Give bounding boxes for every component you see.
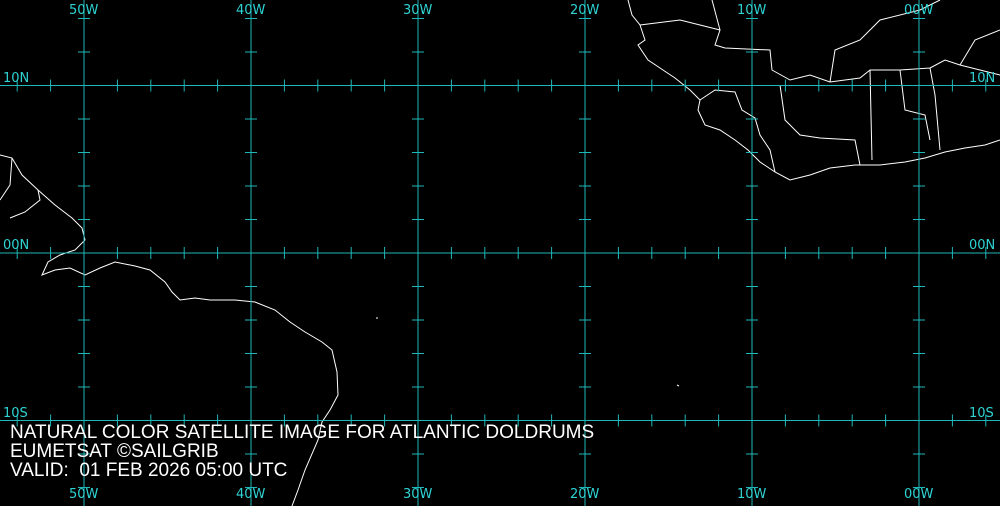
caption-valid-time: VALID: 01 FEB 2026 05:00 UTC [10,460,288,481]
latitude-label-left: 10S [3,405,28,421]
longitude-label-bottom: 40W [236,487,266,502]
caption-title: NATURAL COLOR SATELLITE IMAGE FOR ATLANT… [10,422,595,443]
latitude-label-left: 00N [3,238,30,253]
longitude-label-bottom: 50W [69,487,99,502]
longitude-label-bottom: 20W [570,487,600,502]
south-america-coast [0,154,339,506]
guiana-border [0,157,41,219]
longitude-label-top: 10W [737,3,767,18]
latitude-label-right: 00N [969,238,996,253]
latitude-label-right: 10S [969,405,994,421]
island [376,317,680,387]
longitude-label-top: 20W [570,3,600,18]
longitude-label-top: 30W [403,3,433,18]
latitude-label-right: 10N [969,70,996,86]
longitude-label-top: 50W [69,3,99,18]
africa-borders [639,0,1000,173]
africa-coast [627,0,1000,181]
longitude-label-bottom: 30W [403,487,433,502]
longitude-label-bottom: 10W [737,487,767,502]
caption: NATURAL COLOR SATELLITE IMAGE FOR ATLANT… [10,423,594,480]
longitude-label-bottom: 00W [904,487,934,502]
latitude-label-left: 10N [3,70,30,86]
longitude-label-top: 00W [904,3,934,18]
caption-credit: EUMETSAT ©SAILGRIB [10,441,219,462]
longitude-label-top: 40W [236,3,266,18]
